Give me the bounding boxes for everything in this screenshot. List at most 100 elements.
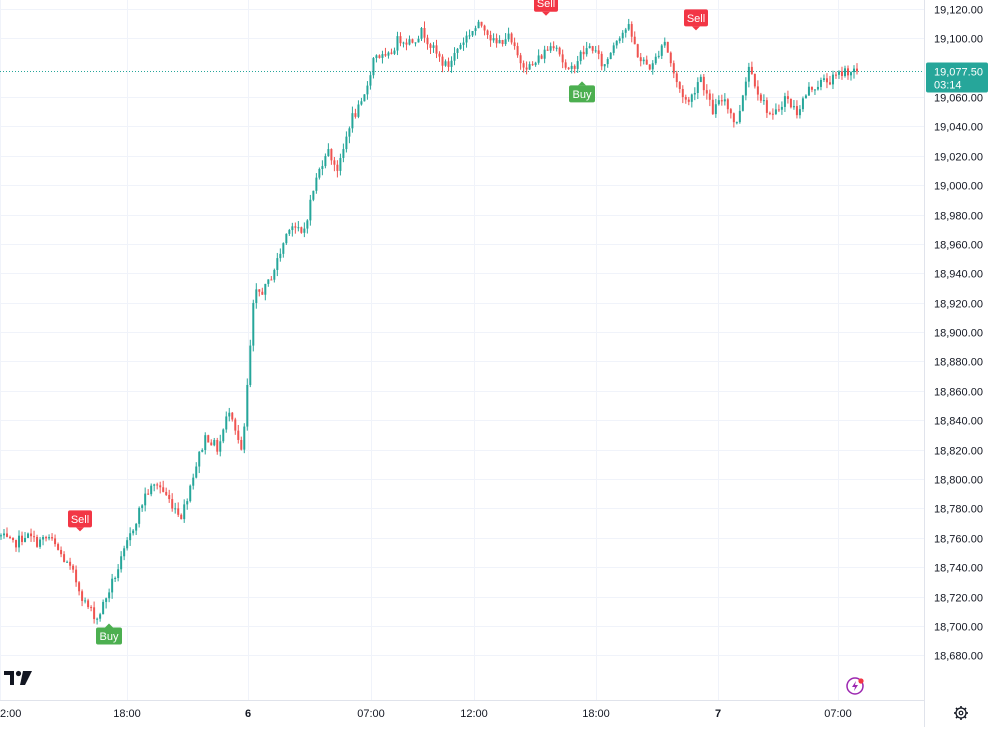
y-axis-panel[interactable] <box>924 0 996 700</box>
signal-arrow <box>105 623 113 628</box>
y-tick-label: 19,040.00 <box>934 122 983 134</box>
candle-body <box>9 536 12 538</box>
candle-body <box>459 44 462 49</box>
candle-body <box>441 56 444 66</box>
candle-body <box>60 549 63 555</box>
signal-box <box>534 0 558 12</box>
candle-body <box>204 435 207 450</box>
candle-body <box>225 416 228 430</box>
candle-body <box>363 94 366 102</box>
candle-body <box>732 113 735 123</box>
candle-body <box>798 109 801 116</box>
signal-label: Sell <box>71 514 89 526</box>
countdown-timer: 03:14 <box>934 80 962 92</box>
candle-body <box>294 226 297 228</box>
candle-body <box>705 90 708 94</box>
candle-body <box>444 61 447 66</box>
candle-body <box>3 533 5 536</box>
candle-body <box>585 48 588 55</box>
candle-body <box>579 51 582 62</box>
candle-body <box>702 76 705 91</box>
x-tick-label: 12:00 <box>460 708 488 720</box>
candle-body <box>75 569 78 583</box>
candle-body <box>714 104 717 115</box>
candle-body <box>630 24 633 37</box>
candle-body <box>810 86 813 90</box>
candle-body <box>807 86 810 96</box>
candle-body <box>825 78 828 83</box>
x-tick-label: 6 <box>245 708 251 720</box>
candle-body <box>198 451 201 467</box>
candle-body <box>381 54 384 58</box>
candle-body <box>429 44 432 48</box>
tradingview-logo[interactable] <box>4 670 32 685</box>
candle-body <box>270 279 273 281</box>
candle-body <box>804 95 807 99</box>
candle-body <box>534 62 537 66</box>
candle-body <box>693 93 696 95</box>
candle-body <box>126 540 129 549</box>
candle-body <box>591 46 594 51</box>
candle-body <box>600 53 603 67</box>
candle-body <box>501 40 504 45</box>
candle-body <box>753 73 756 87</box>
candle-body <box>123 548 126 557</box>
signal-label: Sell <box>687 13 705 25</box>
candle-body <box>615 40 618 46</box>
y-tick-label: 18,920.00 <box>934 299 983 311</box>
candle-body <box>165 491 168 495</box>
y-tick-label: 18,840.00 <box>934 416 983 428</box>
y-tick-label: 18,760.00 <box>934 534 983 546</box>
candle-body <box>327 149 330 157</box>
sell-signal[interactable]: Sell <box>68 510 92 532</box>
candle-body <box>261 291 264 295</box>
candle-body <box>432 45 435 48</box>
candle-body <box>258 289 261 292</box>
candle-body <box>66 561 69 563</box>
x-axis-panel[interactable] <box>0 700 924 727</box>
candle-body <box>642 59 645 62</box>
signal-label: Buy <box>573 89 592 101</box>
candle-body <box>741 95 744 111</box>
lightning-icon[interactable] <box>846 677 864 695</box>
candle-body <box>153 484 156 486</box>
candle-body <box>582 51 585 55</box>
candle-body <box>507 33 510 40</box>
buy-signal[interactable]: Buy <box>569 81 595 103</box>
candle-body <box>321 166 324 170</box>
candle-body <box>540 55 543 59</box>
candle-body <box>558 47 561 55</box>
candle-body <box>564 62 567 68</box>
candle-body <box>387 52 390 56</box>
candle-body <box>384 54 387 56</box>
candle-body <box>783 96 786 107</box>
candle-body <box>768 112 771 114</box>
buy-signal[interactable]: Buy <box>96 623 122 645</box>
y-tick-label: 18,740.00 <box>934 563 983 575</box>
candle-body <box>390 52 393 54</box>
gear-icon[interactable] <box>954 706 968 720</box>
candle-body <box>846 68 849 76</box>
y-tick-label: 18,960.00 <box>934 240 983 252</box>
candle-body <box>525 67 528 70</box>
candle-body <box>627 24 630 30</box>
candle-body <box>447 61 450 67</box>
x-axis[interactable]: 2:00 18:00 6 07:00 12:00 18:00 7 07:00 <box>0 708 852 720</box>
candle-body <box>150 485 153 495</box>
y-axis[interactable]: 19,120.00 19,100.00 19,060.00 19,040.00 19,0… <box>934 5 983 663</box>
signal-box <box>569 85 595 103</box>
candle-body <box>264 283 267 295</box>
candle-body <box>435 45 438 54</box>
candle-body <box>708 93 711 100</box>
candle-body <box>648 64 651 70</box>
sell-signal[interactable]: Sell <box>534 0 558 16</box>
candle-body <box>744 81 747 96</box>
candle-body <box>786 96 789 99</box>
candle-body <box>306 220 309 229</box>
candle-body <box>72 565 75 570</box>
candle-body <box>789 98 792 108</box>
candle-body <box>663 41 666 46</box>
sell-signal[interactable]: Sell <box>684 9 708 31</box>
